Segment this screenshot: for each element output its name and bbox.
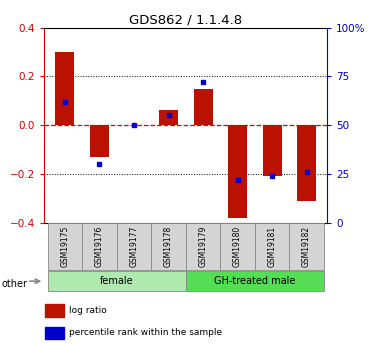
Bar bbox=[117, 223, 151, 270]
Bar bbox=[151, 223, 186, 270]
Text: GSM19178: GSM19178 bbox=[164, 226, 173, 267]
Bar bbox=[289, 223, 324, 270]
Bar bbox=[48, 223, 82, 270]
Text: GSM19182: GSM19182 bbox=[302, 226, 311, 267]
Text: GSM19179: GSM19179 bbox=[199, 226, 208, 267]
Text: percentile rank within the sample: percentile rank within the sample bbox=[69, 328, 222, 337]
Bar bbox=[82, 223, 117, 270]
Text: female: female bbox=[100, 276, 134, 286]
Bar bbox=[186, 223, 220, 270]
Bar bbox=[48, 271, 186, 291]
Bar bbox=[55, 52, 74, 125]
Title: GDS862 / 1.1.4.8: GDS862 / 1.1.4.8 bbox=[129, 13, 242, 27]
Bar bbox=[45, 304, 64, 316]
Bar bbox=[90, 125, 109, 157]
Text: GSM19181: GSM19181 bbox=[268, 226, 276, 267]
Text: GSM19175: GSM19175 bbox=[60, 226, 69, 267]
Bar bbox=[186, 271, 324, 291]
Bar bbox=[297, 125, 316, 200]
Bar bbox=[159, 110, 178, 125]
Text: log ratio: log ratio bbox=[69, 306, 107, 315]
Text: GSM19180: GSM19180 bbox=[233, 226, 242, 267]
Text: GSM19177: GSM19177 bbox=[129, 226, 139, 267]
Bar bbox=[228, 125, 247, 218]
Text: GSM19176: GSM19176 bbox=[95, 226, 104, 267]
Text: GH-treated male: GH-treated male bbox=[214, 276, 295, 286]
Bar bbox=[194, 89, 213, 125]
Bar bbox=[255, 223, 289, 270]
Text: other: other bbox=[2, 279, 28, 288]
Bar bbox=[263, 125, 281, 176]
Bar bbox=[45, 327, 64, 339]
Bar bbox=[220, 223, 255, 270]
